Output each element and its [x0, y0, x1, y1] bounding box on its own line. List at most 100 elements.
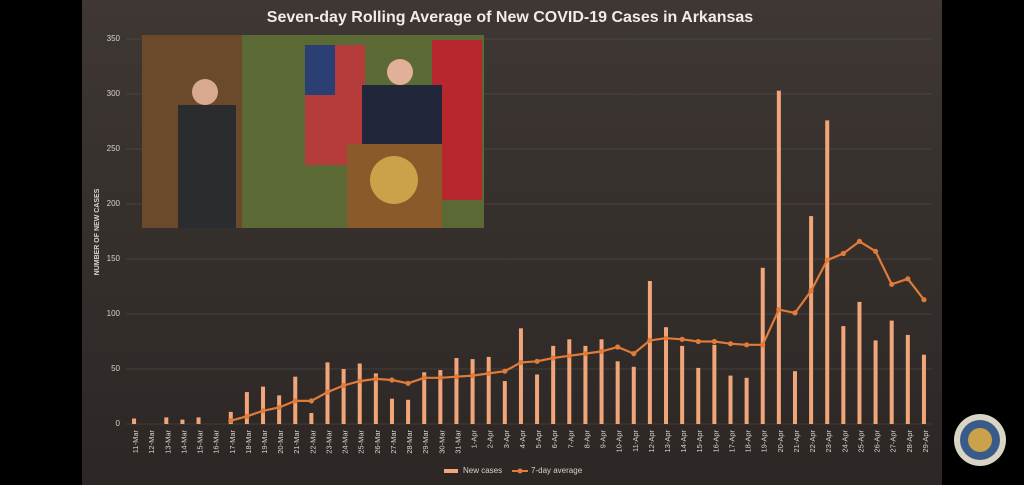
line-marker: [550, 355, 556, 361]
x-tick-label: 21-Mar: [292, 430, 301, 454]
x-tick-label: 11-Mar: [131, 430, 140, 454]
bar: [696, 367, 701, 424]
line-marker: [776, 307, 782, 313]
x-tick-label: 22-Mar: [308, 430, 317, 454]
x-tick-label: 26-Apr: [873, 430, 882, 453]
x-tick-label: 4-Apr: [518, 430, 527, 449]
legend-swatch: [517, 468, 523, 474]
x-tick-label: 9-Apr: [599, 430, 608, 449]
line-marker: [872, 248, 879, 254]
x-tick-label: 15-Mar: [196, 430, 205, 454]
line-marker: [357, 378, 363, 384]
x-tick-label: 27-Mar: [389, 430, 398, 454]
x-tick-label: 24-Mar: [341, 430, 350, 454]
line-marker: [341, 382, 347, 389]
bar: [647, 281, 652, 424]
x-tick-label: 12-Apr: [647, 430, 656, 453]
y-tick-label: 0: [116, 419, 121, 428]
y-tick-label: 100: [107, 309, 121, 318]
x-tick-label: 31-Mar: [453, 430, 462, 454]
line-marker: [566, 353, 572, 359]
bar: [776, 90, 781, 424]
line-marker: [760, 342, 766, 348]
line-marker: [727, 341, 734, 347]
flag-canton: [305, 45, 335, 95]
bar: [535, 374, 540, 424]
line-marker: [808, 288, 814, 294]
y-tick-label: 200: [107, 199, 121, 208]
x-tick-label: 20-Mar: [276, 430, 285, 454]
bar: [438, 370, 443, 424]
bar: [744, 377, 749, 424]
line-marker: [711, 338, 717, 345]
bar: [680, 345, 685, 424]
bar: [357, 363, 362, 424]
y-tick-label: 300: [107, 89, 121, 98]
line-marker: [308, 398, 314, 404]
x-tick-label: 19-Mar: [260, 430, 269, 454]
bar: [905, 334, 910, 424]
y-axis-label: NUMBER OF NEW CASES: [94, 188, 101, 275]
x-tick-label: 21-Apr: [792, 430, 801, 453]
x-tick-label: 29-Apr: [921, 430, 930, 453]
x-tick-label: 25-Mar: [357, 430, 366, 454]
bar: [792, 371, 797, 424]
x-tick-label: 18-Apr: [744, 430, 753, 453]
x-tick-label: 3-Apr: [502, 430, 511, 449]
line-marker: [921, 297, 927, 303]
line-marker: [276, 404, 282, 411]
x-tick-label: 11-Apr: [631, 430, 640, 452]
x-tick-label: 5-Apr: [534, 430, 543, 449]
bar: [164, 417, 169, 424]
bar: [486, 356, 491, 424]
line-marker: [534, 358, 540, 364]
bar: [712, 344, 717, 424]
bar: [502, 381, 507, 424]
bar: [825, 120, 830, 425]
bar: [261, 386, 266, 424]
line-marker: [469, 373, 476, 379]
person-head: [387, 59, 413, 85]
x-tick-label: 2-Apr: [486, 430, 495, 449]
y-tick-label: 50: [111, 364, 120, 373]
x-tick-label: 25-Apr: [856, 430, 865, 453]
line-marker: [389, 377, 395, 383]
line-marker: [631, 351, 637, 357]
podium-seal: [370, 156, 418, 204]
x-tick-label: 27-Apr: [889, 430, 898, 453]
legend-label: New cases: [463, 466, 502, 475]
bar: [809, 216, 814, 424]
bar: [244, 392, 249, 424]
x-tick-label: 16-Apr: [711, 430, 720, 453]
bar: [406, 399, 411, 424]
line-marker: [324, 389, 331, 395]
x-tick-label: 14-Mar: [179, 430, 188, 454]
x-tick-label: 17-Apr: [727, 430, 736, 453]
bar: [583, 345, 588, 424]
line-marker: [486, 370, 492, 376]
line-marker: [502, 368, 508, 374]
x-tick-label: 6-Apr: [550, 430, 559, 449]
bar: [567, 339, 572, 424]
line-marker: [744, 342, 750, 348]
x-tick-label: 10-Apr: [615, 430, 624, 453]
seal-center: [968, 428, 992, 452]
x-tick-label: 8-Apr: [582, 430, 591, 449]
line-marker: [792, 310, 798, 316]
bar: [728, 375, 733, 424]
line-marker: [615, 344, 621, 350]
bar: [857, 301, 862, 424]
x-tick-label: 7-Apr: [566, 430, 575, 449]
line-marker: [437, 375, 443, 381]
bar: [599, 339, 604, 424]
line-marker: [905, 276, 911, 282]
bar: [518, 328, 523, 424]
bar: [180, 419, 185, 424]
x-tick-label: 23-Apr: [824, 430, 833, 453]
bar: [889, 320, 894, 424]
x-tick-label: 14-Apr: [679, 430, 688, 453]
line-marker: [244, 413, 250, 419]
x-tick-label: 13-Apr: [663, 430, 672, 453]
line-marker: [663, 335, 669, 341]
